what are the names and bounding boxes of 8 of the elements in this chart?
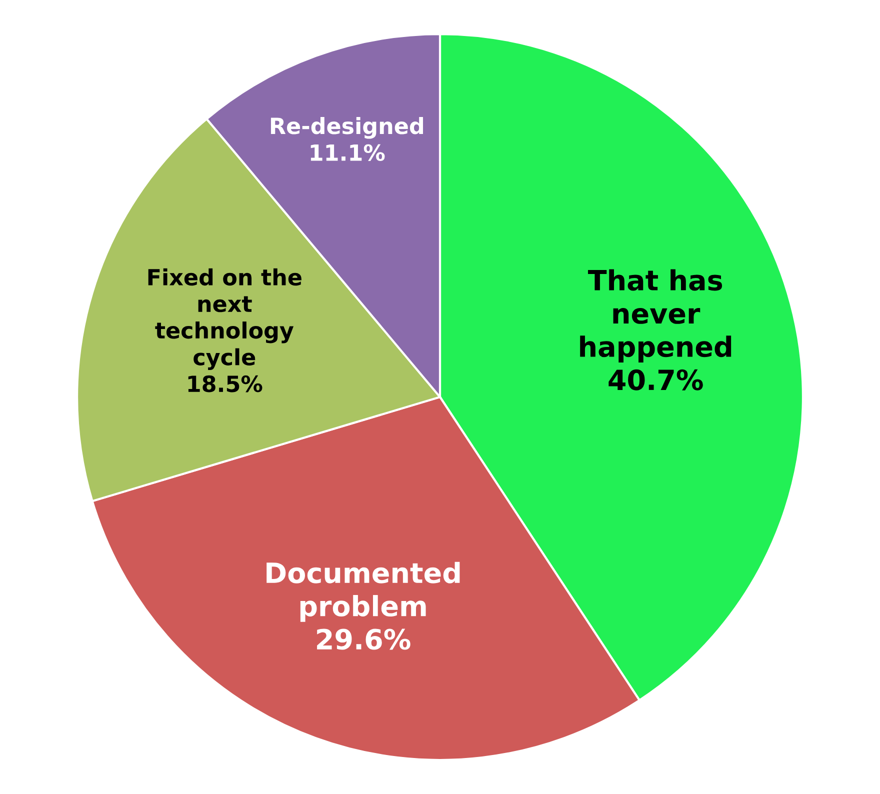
data-label: 18.5% (188, 375, 262, 392)
data-label: 40.7% (608, 369, 703, 390)
slice-label: That has never happened (580, 269, 732, 363)
slice-label: Documented problem (266, 562, 460, 622)
slice-label: Fixed on the next technology cycle (148, 268, 302, 370)
data-label: 29.6% (317, 628, 410, 650)
data-label: 11.1% (310, 144, 385, 162)
slice-label: Re-designed (270, 117, 423, 139)
